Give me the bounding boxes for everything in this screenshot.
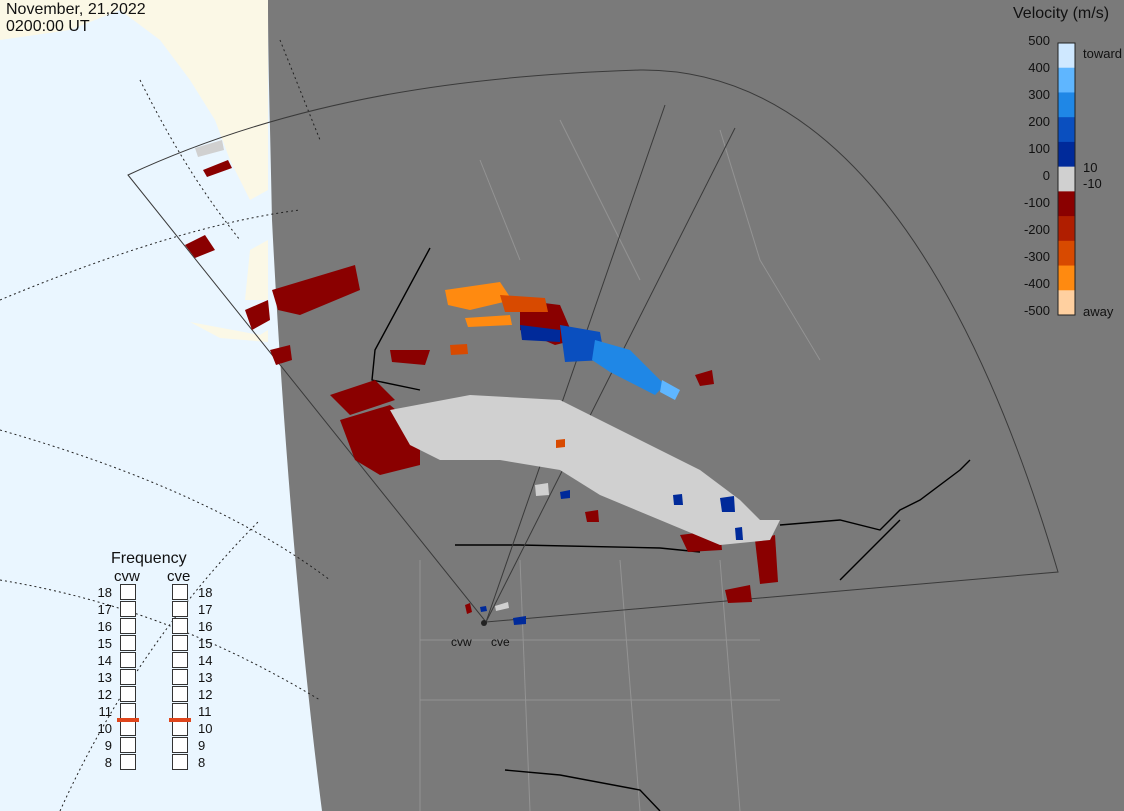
legend-tick-label: 400 (1028, 60, 1050, 75)
frequency-cell (172, 703, 188, 719)
frequency-marker-cve (169, 718, 191, 722)
freq-radar-name-cve: cve (167, 568, 191, 585)
frequency-cell (120, 584, 136, 600)
colorbar-segment (1058, 43, 1075, 69)
scatter-orange (445, 282, 512, 327)
scatter-mid-blue (592, 340, 665, 395)
freq-level-label: 12 (198, 687, 213, 702)
freq-level-label: 17 (97, 602, 112, 617)
toward-label: toward (1083, 46, 1123, 61)
map-globe (268, 0, 1124, 811)
frequency-cell (120, 669, 136, 685)
legend-tick-label: -100 (1023, 195, 1050, 210)
radar-label-cvw: cvw (451, 635, 472, 649)
scatter-light-gray (195, 140, 780, 545)
frequency-cell (120, 618, 136, 634)
freq-level-label: 8 (198, 755, 206, 770)
scatter-navy (513, 325, 743, 625)
away-label: away (1083, 304, 1114, 319)
colorbar-segment (1058, 240, 1075, 267)
frequency-cell (172, 635, 188, 651)
colorbar-segment (1058, 216, 1075, 242)
frequency-title: Frequency (111, 550, 187, 567)
colorbar-segment (1058, 117, 1075, 143)
freq-level-label: 11 (198, 704, 212, 719)
legend-tick-label: 300 (1028, 87, 1050, 102)
velocity-colorbar (1057, 42, 1076, 316)
legend-tick-label: 10 (1083, 160, 1098, 175)
scatter-red-orange (450, 295, 565, 448)
freq-level-label: 8 (104, 755, 112, 770)
date-text: November, 21,2022 (6, 1, 146, 18)
colorbar-segment (1058, 265, 1075, 291)
frequency-cell (120, 737, 136, 753)
legend-tick-label: 200 (1028, 114, 1050, 129)
frequency-cell (172, 618, 188, 634)
frequency-cell (172, 737, 188, 753)
radar-sites (465, 602, 509, 626)
frequency-cell (172, 584, 188, 600)
frequency-cell (120, 686, 136, 702)
colorbar-segment (1058, 141, 1075, 168)
frequency-cell (120, 703, 136, 719)
frequency-cell (120, 601, 136, 617)
freq-level-label: 14 (97, 653, 112, 668)
legend-tick-label: 100 (1028, 141, 1050, 156)
colorbar-segment (1058, 191, 1075, 217)
frequency-cell (120, 652, 136, 668)
legend-tick-label: 0 (1042, 168, 1050, 183)
freq-level-label: 15 (97, 636, 112, 651)
frequency-cell (172, 720, 188, 736)
radar-label-cve: cve (491, 635, 510, 649)
legend-tick-label: 500 (1028, 33, 1050, 48)
freq-level-label: 9 (198, 738, 206, 753)
frequency-cell (172, 652, 188, 668)
freq-level-label: 15 (198, 636, 213, 651)
legend-tick-label: -400 (1023, 276, 1050, 291)
legend-tick-label: -10 (1083, 176, 1102, 191)
freq-level-label: 18 (198, 585, 213, 600)
scatter-light-blue (660, 380, 680, 400)
frequency-marker-cvw (117, 718, 139, 722)
frequency-cell (172, 669, 188, 685)
legend-tick-label: -200 (1023, 222, 1050, 237)
alaska-land (0, 0, 268, 200)
freq-level-label: 16 (198, 619, 213, 634)
time-text: 0200:00 UT (6, 18, 90, 35)
radar-site-marker (481, 620, 487, 626)
freq-radar-name-cvw: cvw (114, 568, 140, 585)
colorbar-segment (1058, 67, 1075, 93)
colorbar-segment (1058, 92, 1075, 118)
freq-level-label: 13 (97, 670, 112, 685)
frequency-cell (172, 754, 188, 770)
legend-tick-label: -300 (1023, 249, 1050, 264)
freq-level-label: 18 (97, 585, 112, 600)
freq-level-label: 9 (104, 738, 112, 753)
frequency-cell (120, 754, 136, 770)
freq-level-label: 12 (97, 687, 112, 702)
frequency-cell (172, 686, 188, 702)
freq-level-label: 16 (97, 619, 112, 634)
frequency-cell (172, 601, 188, 617)
frequency-cell (120, 720, 136, 736)
freq-level-label: 17 (198, 602, 213, 617)
map-date: November, 21,2022 0200:00 UT (6, 1, 146, 35)
freq-level-label: 14 (198, 653, 213, 668)
frequency-cell (120, 635, 136, 651)
legend-tick-label: -500 (1023, 303, 1050, 318)
legend-title: Velocity (m/s) (1013, 5, 1110, 22)
colorbar-segment (1058, 290, 1075, 316)
freq-level-label: 11 (98, 704, 113, 719)
freq-level-label: 10 (97, 721, 112, 736)
colorbar-segment (1058, 166, 1075, 192)
freq-level-label: 13 (198, 670, 213, 685)
freq-level-label: 10 (198, 721, 213, 736)
